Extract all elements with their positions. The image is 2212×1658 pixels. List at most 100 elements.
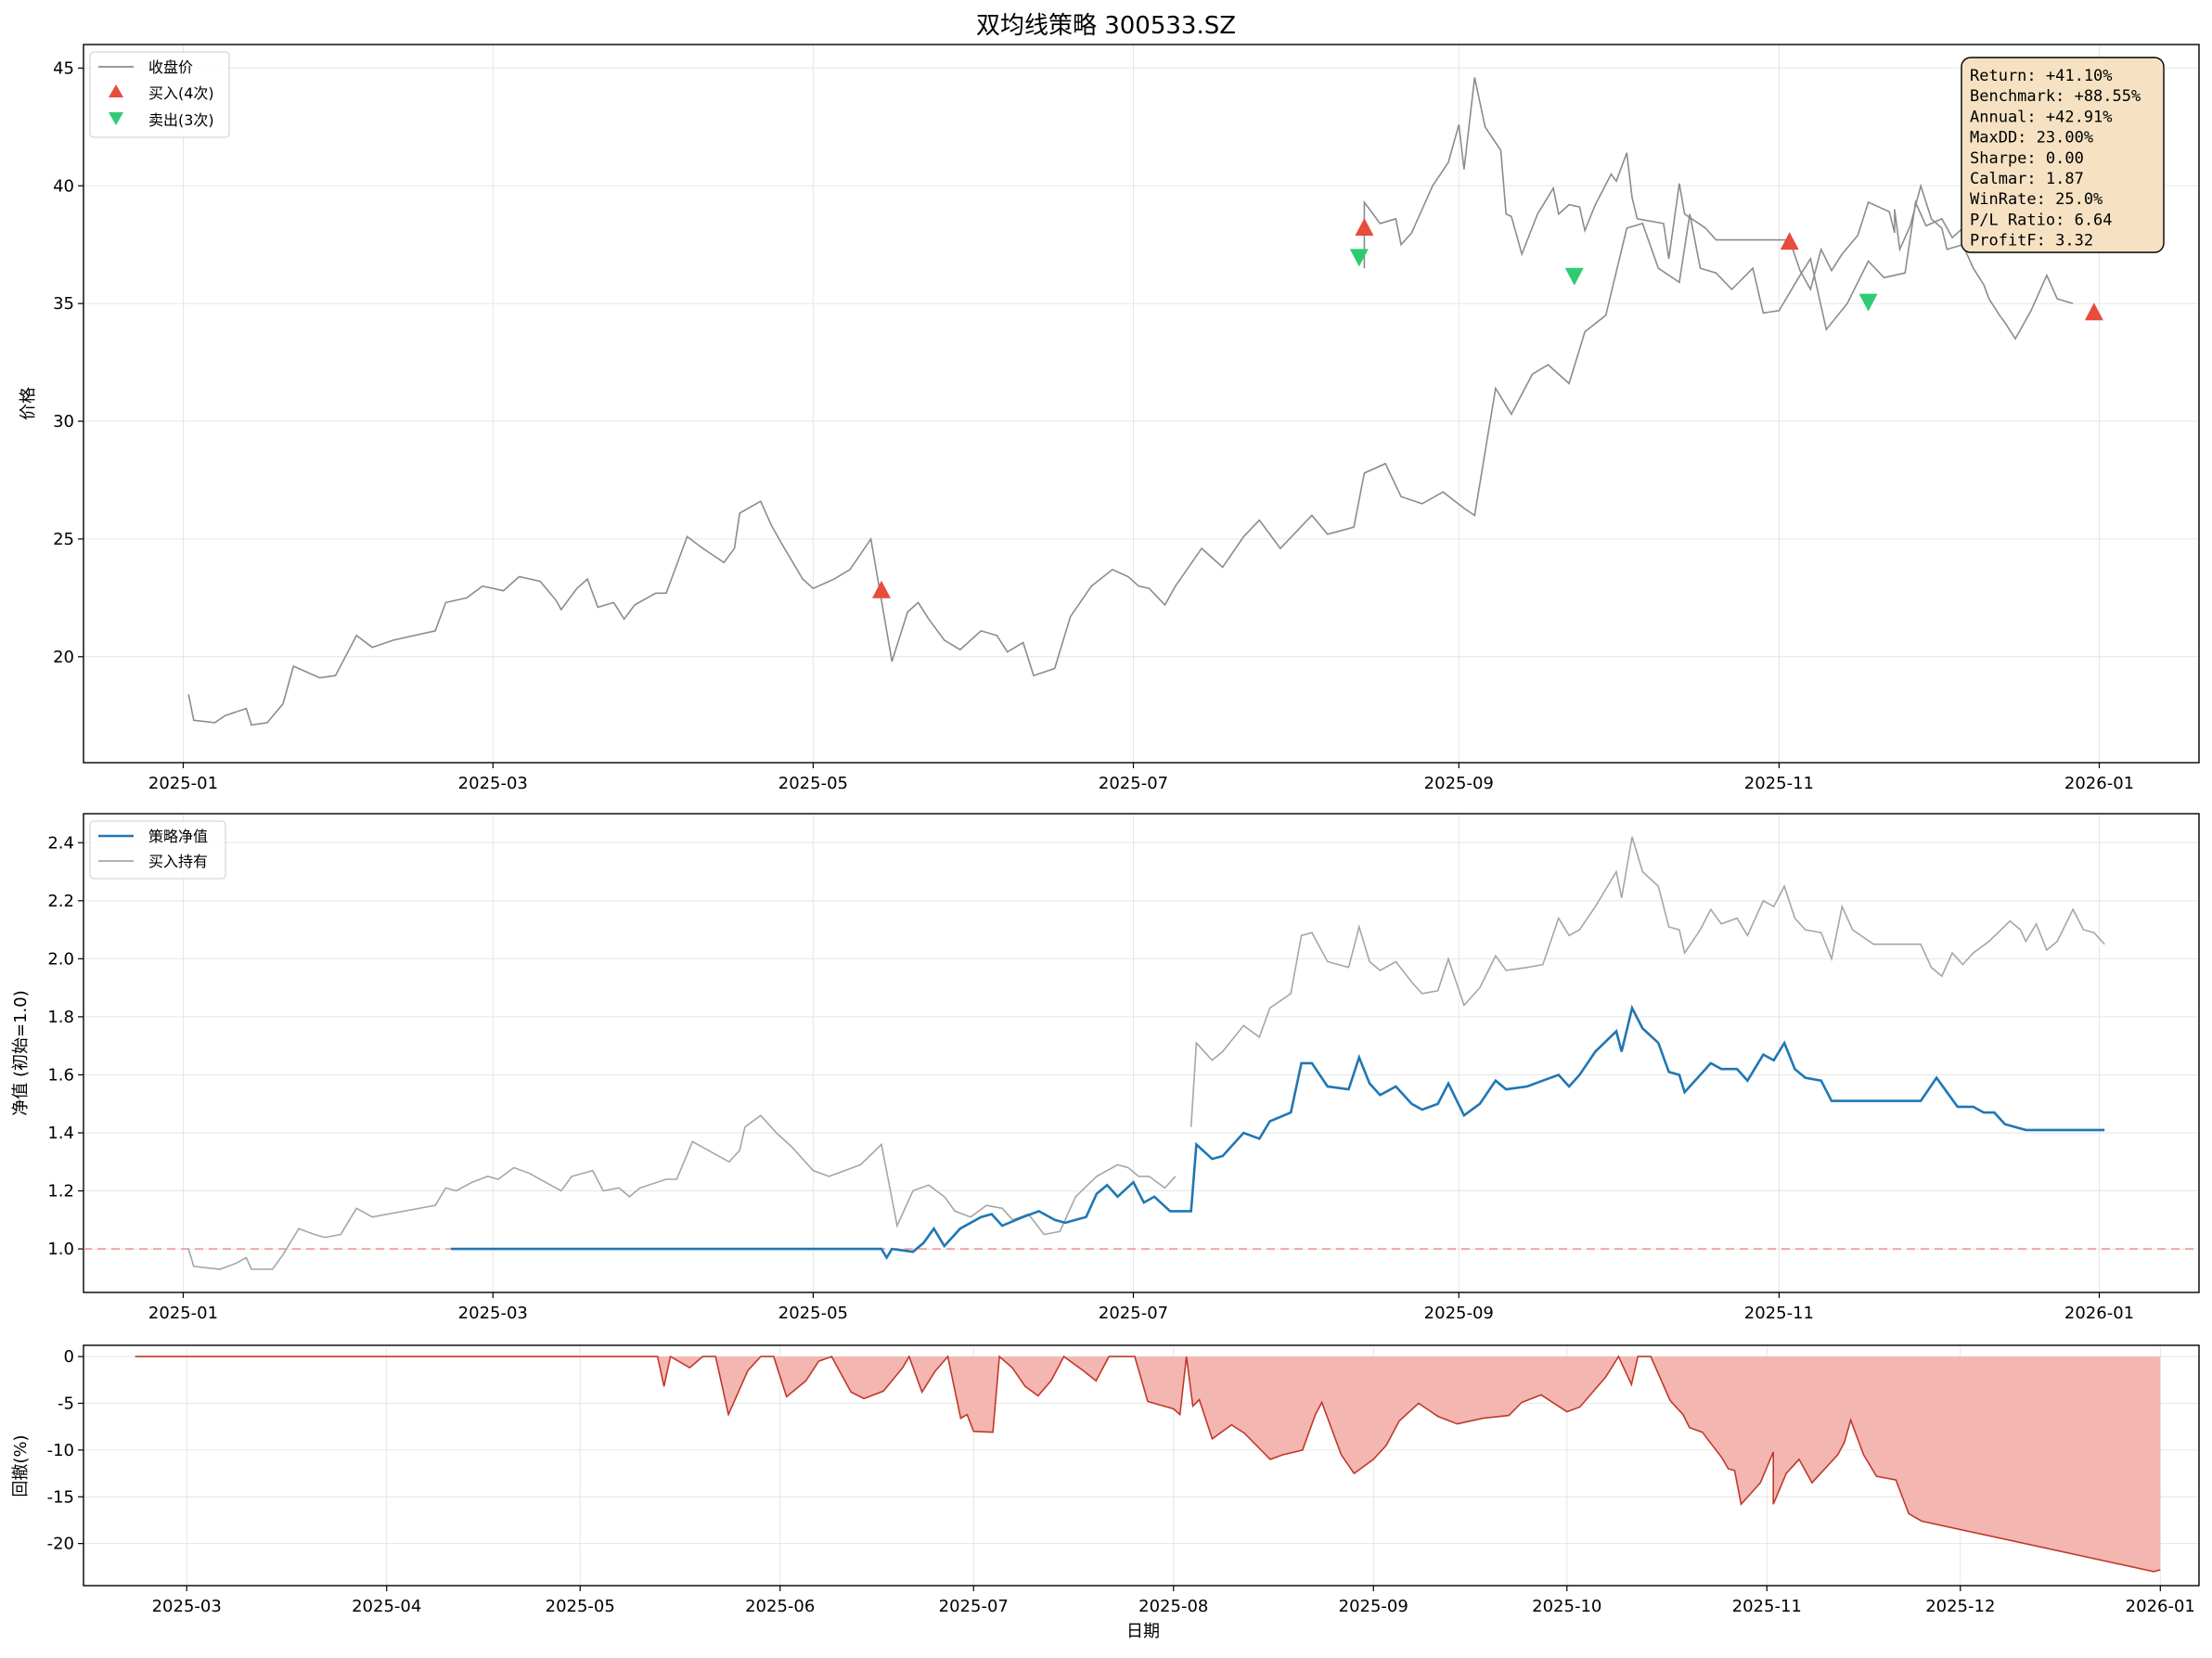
nav-ytick-label: 1.0: [47, 1240, 74, 1259]
nav-axes-frame: [83, 813, 2200, 1293]
stats-line: Return: +41.10%: [1970, 67, 2113, 85]
price-xtick-label: 2025-05: [778, 774, 848, 793]
drawdown-ytick-label: -15: [47, 1487, 74, 1507]
sell-marker-swatch: [109, 112, 123, 125]
price-ytick-label: 25: [53, 530, 74, 549]
drawdown-ylabel: 回撤(%): [11, 1434, 31, 1497]
price-legend: 收盘价 买入(4次) 卖出(3次): [89, 51, 230, 138]
buy-marker: [1780, 232, 1799, 251]
drawdown-xtick-label: 2025-11: [1732, 1597, 1802, 1616]
trade-markers: [871, 217, 2103, 598]
sell-marker: [1349, 249, 1369, 267]
drawdown-ytick-label: -5: [58, 1394, 74, 1413]
buy-marker: [1355, 217, 1374, 236]
nav-ytick-label: 1.4: [47, 1124, 74, 1143]
price-legend-box: [89, 51, 230, 138]
stats-line: Sharpe: 0.00: [1970, 149, 2084, 168]
drawdown-xtick-label: 2025-09: [1339, 1597, 1408, 1616]
nav-ytick-label: 2.4: [47, 833, 74, 853]
price-lines: [187, 77, 2074, 726]
nav-xtick-label: 2025-01: [148, 1304, 218, 1323]
price-line-early: [187, 462, 1386, 726]
price-legend-price: 收盘价: [148, 58, 193, 76]
stats-line: Benchmark: +88.55%: [1970, 87, 2141, 106]
drawdown-ticks: 2025-03 2025-04 2025-05 2025-06 2025-07 2025-…: [47, 1347, 2195, 1616]
drawdown-xtick-label: 2025-07: [939, 1597, 1009, 1616]
stats-line: ProfitF: 3.32: [1970, 232, 2093, 251]
benchmark-line-late: [1190, 836, 2105, 1127]
benchmark-line-early: [187, 1114, 1177, 1270]
stats-box-bg: [1961, 57, 2165, 253]
drawdown-xtick-label: 2025-06: [745, 1597, 815, 1616]
price-axes-frame: [83, 44, 2200, 764]
nav-xtick-label: 2025-07: [1099, 1304, 1168, 1323]
nav-legend-strategy: 策略净值: [148, 828, 208, 845]
sell-marker: [1858, 293, 1878, 312]
price-line-late: [1363, 77, 2074, 341]
nav-ytick-label: 2.0: [47, 949, 74, 969]
nav-ytick-label: 1.6: [47, 1065, 74, 1085]
stats-line: MaxDD: 23.00%: [1970, 129, 2093, 148]
price-xtick-label: 2025-07: [1099, 774, 1168, 793]
price-xtick-label: 2025-11: [1744, 774, 1814, 793]
stats-line: Annual: +42.91%: [1970, 108, 2113, 126]
price-xtick-label: 2025-09: [1424, 774, 1494, 793]
price-ytick-label: 45: [53, 58, 74, 78]
stats-lines: Return: +41.10% Benchmark: +88.55% Annual:…: [1970, 67, 2141, 251]
nav-xtick-label: 2025-05: [778, 1304, 848, 1323]
drawdown-xtick-label: 2025-03: [152, 1597, 222, 1616]
price-grid: [84, 45, 2199, 763]
stats-line: P/L Ratio: 6.64: [1970, 211, 2113, 229]
price-ytick-label: 20: [53, 648, 74, 667]
price-xtick-label: 2026-01: [2064, 774, 2134, 793]
drawdown-ytick-label: -20: [47, 1535, 74, 1554]
stats-line: Calmar: 1.87: [1970, 170, 2084, 188]
nav-xtick-label: 2025-03: [458, 1304, 528, 1323]
drawdown-xtick-label: 2025-10: [1532, 1597, 1601, 1616]
nav-ticks: 2025-01 2025-03 2025-05 2025-07 2025-09 2025-…: [47, 833, 2134, 1323]
nav-xtick-label: 2025-11: [1744, 1304, 1814, 1323]
price-ytick-label: 30: [53, 412, 74, 431]
nav-xtick-label: 2026-01: [2064, 1304, 2134, 1323]
drawdown-xtick-label: 2025-08: [1138, 1597, 1208, 1616]
price-xtick-label: 2025-03: [458, 774, 528, 793]
drawdown-ytick-label: 0: [64, 1347, 74, 1367]
drawdown-xtick-label: 2025-05: [546, 1597, 615, 1616]
price-ytick-label: 40: [53, 176, 74, 196]
nav-ytick-label: 2.2: [47, 892, 74, 911]
drawdown-line: [135, 1355, 2161, 1573]
price-xtick-label: 2025-01: [148, 774, 218, 793]
price-line-mid: [1364, 174, 1996, 517]
buy-marker-swatch: [109, 84, 123, 97]
nav-xtick-label: 2025-09: [1424, 1304, 1494, 1323]
drawdown-fill: [135, 1356, 2161, 1572]
buy-marker: [871, 580, 891, 598]
stats-box: Return: +41.10% Benchmark: +88.55% Annual:…: [1961, 57, 2165, 253]
drawdown-xlabel: 日期: [1126, 1622, 1160, 1641]
price-ylabel: 价格: [19, 387, 38, 420]
price-legend-sell: 卖出(3次): [148, 111, 214, 129]
drawdown-xtick-label: 2025-12: [1925, 1597, 1995, 1616]
nav-ytick-label: 1.2: [47, 1182, 74, 1202]
drawdown-xtick-label: 2025-04: [352, 1597, 421, 1616]
nav-legend-benchmark: 买入持有: [148, 853, 208, 870]
drawdown-axes-frame: [83, 1344, 2200, 1587]
nav-lines: [84, 836, 2199, 1270]
drawdown-area: [135, 1355, 2161, 1573]
stats-line: WinRate: 25.0%: [1970, 190, 2103, 209]
drawdown-xtick-label: 2026-01: [2126, 1597, 2195, 1616]
nav-legend: 策略净值 买入持有: [89, 820, 226, 880]
drawdown-panel: 2025-03 2025-04 2025-05 2025-06 2025-07 2025-…: [11, 1344, 2200, 1641]
nav-panel: 2025-01 2025-03 2025-05 2025-07 2025-09 2025-…: [11, 813, 2200, 1323]
nav-grid: [84, 814, 2199, 1292]
nav-ytick-label: 1.8: [47, 1008, 74, 1027]
nav-ylabel: 净值 (初始=1.0): [11, 990, 31, 1115]
sell-marker: [1564, 267, 1584, 286]
price-ytick-label: 35: [53, 294, 74, 314]
drawdown-ytick-label: -10: [47, 1441, 74, 1460]
figure-title: 双均线策略 300533.SZ: [976, 12, 1236, 40]
price-panel: 2025-01 2025-03 2025-05 2025-07 2025-09 2025-…: [19, 44, 2200, 793]
strategy-line: [451, 1004, 2105, 1261]
price-legend-buy: 买入(4次): [148, 84, 214, 102]
